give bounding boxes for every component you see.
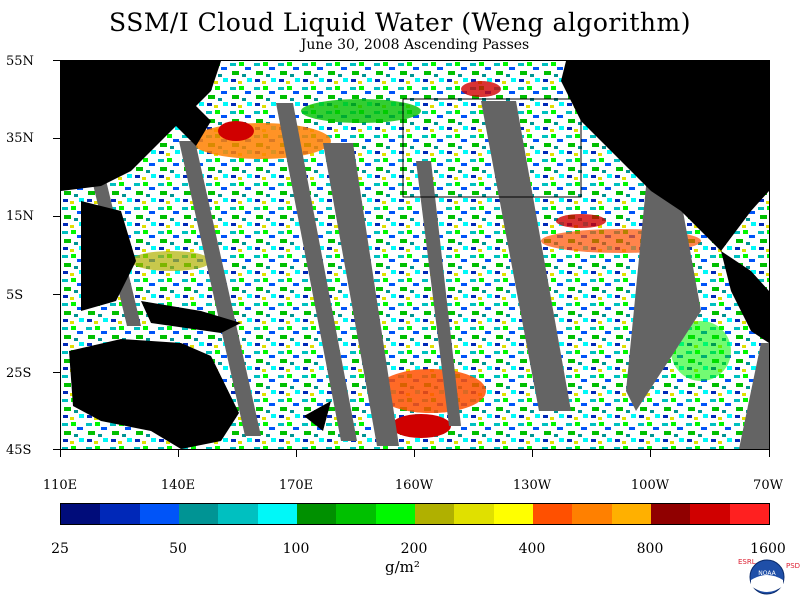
colorbar-segment <box>454 504 494 524</box>
lat-tick <box>53 216 60 217</box>
colorbar-segment <box>572 504 612 524</box>
colorbar-label-25: 25 <box>51 541 69 557</box>
lon-tick <box>178 450 179 457</box>
noaa-badge-text: NOAA <box>758 570 776 577</box>
lat-label-5s: 5S <box>6 288 24 303</box>
colorbar-segment <box>100 504 140 524</box>
colorbar-segment <box>493 504 533 524</box>
colorbar-segment <box>257 504 297 524</box>
colorbar-label-1600: 1600 <box>750 541 786 557</box>
lat-label-35n: 35N <box>6 131 34 146</box>
colorbar-segment <box>690 504 730 524</box>
lat-tick <box>53 60 60 61</box>
colorbar-segment <box>61 504 101 524</box>
colorbar-segment <box>218 504 258 524</box>
map-title: SSM/I Cloud Liquid Water (Weng algorithm… <box>109 8 691 37</box>
esrl-psd-logo: ESRL PSD NOAA <box>736 556 800 598</box>
lon-tick <box>769 450 770 457</box>
lon-label-110e: 110E <box>42 478 78 493</box>
logo-right-letters: PSD <box>786 562 800 570</box>
lat-tick <box>53 372 60 373</box>
logo-left-letters: ESRL <box>738 558 756 566</box>
lon-label-70w: 70W <box>753 478 783 493</box>
lon-label-100w: 100W <box>630 478 670 493</box>
colorbar-segment <box>650 504 691 524</box>
lon-tick <box>650 450 651 457</box>
colorbar-label-400: 400 <box>518 541 546 557</box>
colorbar <box>60 503 770 525</box>
lon-label-160w: 160W <box>394 478 434 493</box>
colorbar-label-800: 800 <box>636 541 664 557</box>
map-canvas <box>61 61 769 449</box>
colorbar-label-100: 100 <box>282 541 310 557</box>
lon-tick <box>60 450 61 457</box>
colorbar-unit: g/m² <box>385 558 420 576</box>
colorbar-segment <box>139 504 179 524</box>
lon-tick <box>414 450 415 457</box>
noaa-badge-icon: NOAA <box>749 559 785 595</box>
lon-label-130w: 130W <box>512 478 552 493</box>
landmasses <box>61 61 769 449</box>
colorbar-segment <box>336 504 376 524</box>
colorbar-label-200: 200 <box>400 541 428 557</box>
lat-label-55n: 55N <box>6 54 34 69</box>
colorbar-segment <box>729 504 769 524</box>
colorbar-segment <box>532 504 573 524</box>
lon-label-170e: 170E <box>278 478 314 493</box>
colorbar-label-50: 50 <box>169 541 187 557</box>
lat-tick <box>53 138 60 139</box>
lon-tick <box>532 450 533 457</box>
map-subtitle: June 30, 2008 Ascending Passes <box>300 37 530 53</box>
colorbar-segment <box>178 504 219 524</box>
lat-label-15n: 15N <box>6 209 34 224</box>
colorbar-segment <box>375 504 415 524</box>
lat-label-25s: 25S <box>6 366 32 381</box>
colorbar-segment <box>296 504 337 524</box>
lon-tick <box>296 450 297 457</box>
cloud-water-map <box>60 60 770 450</box>
highlight-box <box>402 98 582 198</box>
lat-tick <box>53 294 60 295</box>
colorbar-segment <box>611 504 651 524</box>
lat-label-45s: 45S <box>6 443 32 458</box>
lat-tick <box>53 449 60 450</box>
swath-gaps <box>91 101 769 449</box>
lon-label-140e: 140E <box>160 478 196 493</box>
colorbar-segment <box>414 504 455 524</box>
